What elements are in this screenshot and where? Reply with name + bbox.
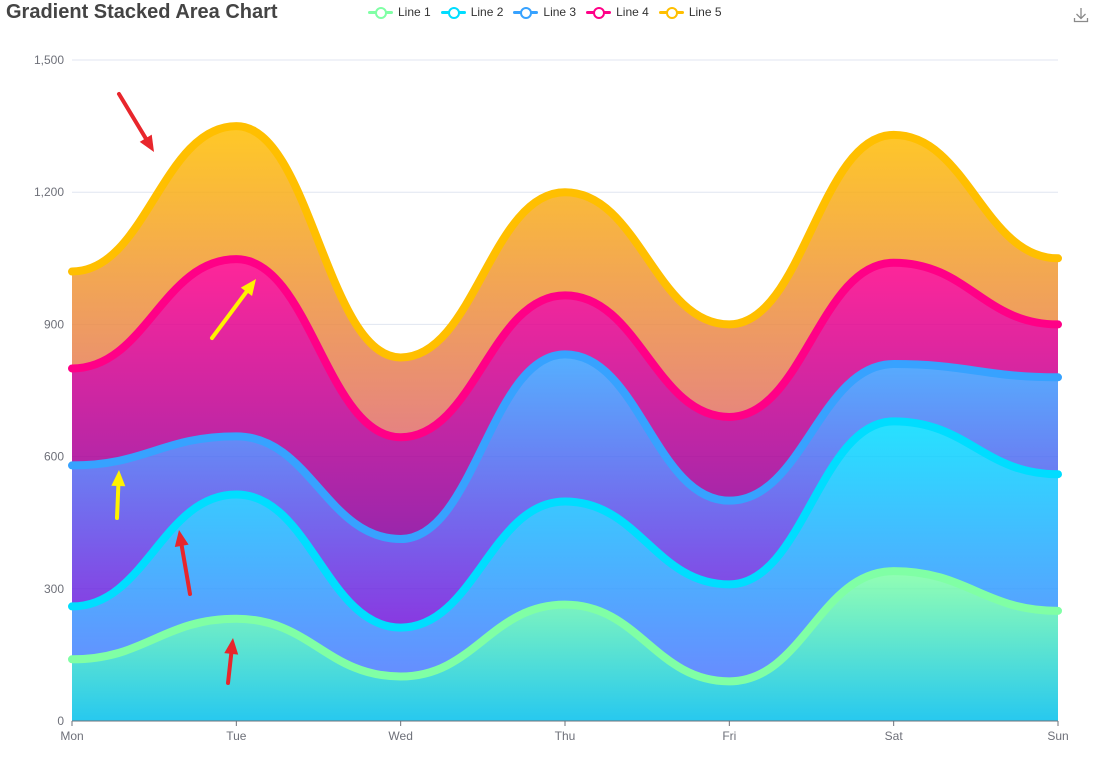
legend-label: Line 4	[616, 5, 649, 19]
x-tick-label: Thu	[555, 729, 576, 743]
legend-swatch	[368, 5, 393, 19]
legend-swatch	[440, 5, 466, 19]
chart-title: Gradient Stacked Area Chart	[6, 1, 278, 23]
axes: 0 300 600 900 1,200 1,500 Mon Tue Wed Thu Fri Sat Su…	[34, 53, 1069, 743]
annotation-arrow	[210, 279, 256, 340]
y-tick-label: 0	[57, 714, 64, 728]
series-line-line-2[interactable]	[68, 417, 1062, 632]
y-tick-label: 300	[44, 582, 64, 596]
download-icon[interactable]	[1072, 6, 1090, 24]
x-tick-label: Sat	[885, 729, 904, 743]
annotation-arrow	[117, 92, 154, 152]
legend-label: Line 1	[398, 5, 431, 19]
legend-label: Line 5	[688, 5, 722, 19]
annotation-arrow	[224, 638, 239, 685]
x-tick-label: Mon	[60, 729, 83, 743]
series-line-line-4[interactable]	[68, 255, 1062, 442]
legend-swatch	[513, 5, 539, 19]
y-tick-label: 1,500	[34, 53, 64, 67]
line-layer	[68, 122, 1062, 686]
x-tick-label: Sun	[1047, 729, 1068, 743]
series-line-line-5[interactable]	[68, 122, 1062, 362]
area-line-1	[72, 571, 1058, 721]
series-line-line-3[interactable]	[68, 350, 1062, 544]
x-tick-label: Wed	[388, 729, 412, 743]
area-layer	[72, 126, 1058, 721]
x-tick-label: Fri	[722, 729, 736, 743]
legend-item-line-2[interactable]: Line 2	[440, 5, 504, 19]
legend-label: Line 3	[543, 5, 577, 19]
legend: Line 1 Line 2 Line 3 Line 4 Line 5	[368, 2, 722, 22]
annotation-arrows	[111, 92, 256, 685]
y-tick-label: 600	[44, 450, 64, 464]
area-line-4	[72, 259, 1058, 540]
legend-item-line-5[interactable]: Line 5	[658, 5, 722, 19]
x-tick-label: Tue	[226, 729, 247, 743]
legend-label: Line 2	[470, 5, 504, 19]
legend-item-line-4[interactable]: Line 4	[586, 5, 649, 19]
area-line-5	[72, 126, 1058, 438]
area-line-2	[72, 421, 1058, 682]
annotation-arrow	[111, 470, 126, 520]
y-tick-label: 1,200	[34, 185, 64, 199]
legend-swatch	[658, 5, 684, 19]
legend-item-line-1[interactable]: Line 1	[368, 5, 431, 19]
legend-swatch	[586, 5, 612, 19]
legend-item-line-3[interactable]: Line 3	[513, 5, 576, 19]
annotation-arrow	[174, 530, 192, 596]
y-tick-label: 900	[44, 317, 64, 331]
series-line-line-1[interactable]	[68, 567, 1062, 686]
